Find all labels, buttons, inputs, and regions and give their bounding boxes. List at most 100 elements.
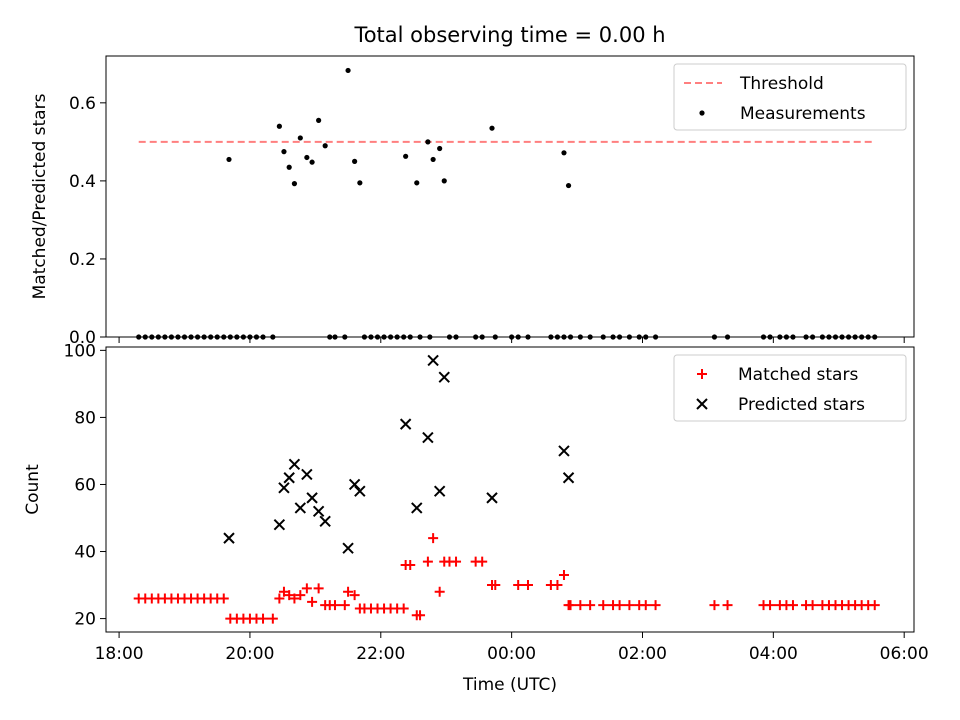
data-point (561, 150, 567, 156)
data-point (869, 600, 880, 611)
legend-marker (697, 369, 707, 379)
data-point (438, 371, 450, 383)
data-point (411, 502, 423, 514)
legend-label: Measurements (740, 104, 866, 124)
data-point (319, 515, 331, 528)
y-tick-label: 100 (64, 341, 96, 361)
data-point (430, 156, 436, 163)
data-point (552, 580, 563, 591)
y-axis-label: Matched/Predicted stars (30, 93, 50, 299)
legend-marker (699, 110, 705, 116)
y-tick-label: 0.6 (69, 94, 96, 114)
series-matched-stars (133, 533, 880, 624)
data-point (399, 418, 412, 430)
y-tick-label: 0.2 (69, 250, 96, 270)
legend-label: Predicted stars (738, 395, 865, 415)
y-tick-label: 0.4 (69, 172, 96, 192)
data-point (307, 596, 318, 607)
x-tick-label: 02:00 (618, 644, 667, 664)
data-point (405, 559, 416, 570)
data-point (343, 586, 354, 597)
data-point (428, 533, 439, 544)
y-axis-label: Count (23, 464, 43, 515)
legend-box (673, 354, 907, 422)
data-point (306, 492, 318, 504)
data-point (441, 178, 447, 184)
x-tick-label: 20:00 (225, 644, 274, 664)
data-point (348, 478, 361, 491)
axes-frame (105, 55, 915, 338)
data-point (339, 600, 350, 611)
x-axis-label: Time (UTC) (462, 675, 557, 695)
data-point (807, 600, 818, 611)
data-point (322, 143, 328, 149)
legend: Threshold Measurements (673, 63, 907, 131)
data-point (415, 610, 426, 621)
data-point (281, 149, 287, 155)
data-point (614, 600, 625, 611)
data-point (278, 586, 289, 597)
top-axes: 0.0 0.2 0.4 0.6 Matched/Predicted stars Thres… (30, 55, 915, 348)
series-predicted-stars (223, 354, 575, 554)
data-point (722, 600, 733, 611)
data-point (558, 445, 570, 457)
data-point (709, 600, 720, 611)
data-point (301, 468, 313, 481)
data-point (437, 145, 443, 152)
data-point (562, 472, 575, 484)
data-point (433, 485, 446, 497)
data-point (267, 613, 278, 624)
data-point (295, 590, 306, 601)
data-point (558, 570, 569, 580)
y-tick-label: 20 (74, 610, 96, 630)
data-point (765, 600, 776, 611)
data-point (309, 159, 315, 165)
legend-label: Threshold (739, 74, 824, 94)
data-point (258, 613, 269, 624)
bottom-axes: 20 40 60 80 100 18:00 20:00 22:00 00:00 02:00 04:0… (23, 341, 929, 695)
data-point (522, 580, 533, 591)
data-point (304, 154, 310, 161)
data-point (414, 180, 420, 186)
data-point (274, 593, 285, 604)
y-tick-label: 80 (74, 408, 96, 428)
legend-box (673, 63, 907, 131)
data-point (312, 505, 325, 518)
data-point (624, 600, 635, 611)
data-point (316, 117, 322, 123)
data-point (357, 180, 363, 186)
data-point (598, 600, 609, 611)
data-point (640, 600, 651, 611)
data-point (585, 600, 596, 611)
data-point (489, 125, 495, 131)
data-point (294, 502, 307, 514)
data-point (226, 156, 232, 163)
data-point (422, 431, 434, 444)
data-point (286, 164, 292, 170)
data-point (289, 593, 300, 604)
data-point (284, 590, 295, 601)
data-point (301, 583, 312, 594)
data-point (486, 492, 498, 504)
data-point (398, 603, 409, 614)
data-point (342, 542, 354, 554)
legend-label: Matched stars (738, 365, 858, 385)
data-point (218, 593, 229, 604)
data-point (352, 158, 358, 164)
data-point (422, 556, 433, 567)
series-measurements (136, 67, 878, 340)
data-point (434, 586, 445, 597)
y-tick-label: 0.0 (69, 328, 96, 348)
data-point (477, 556, 488, 567)
x-tick-label: 18:00 (95, 644, 144, 664)
data-point (349, 590, 360, 601)
data-point (276, 123, 282, 129)
data-point (273, 518, 286, 531)
x-tick-label: 22:00 (356, 644, 405, 664)
legend: Matched stars Predicted stars (673, 354, 907, 422)
data-point (278, 482, 290, 494)
x-tick-label: 00:00 (487, 644, 536, 664)
data-point (313, 583, 324, 594)
axes-frame (105, 346, 915, 633)
